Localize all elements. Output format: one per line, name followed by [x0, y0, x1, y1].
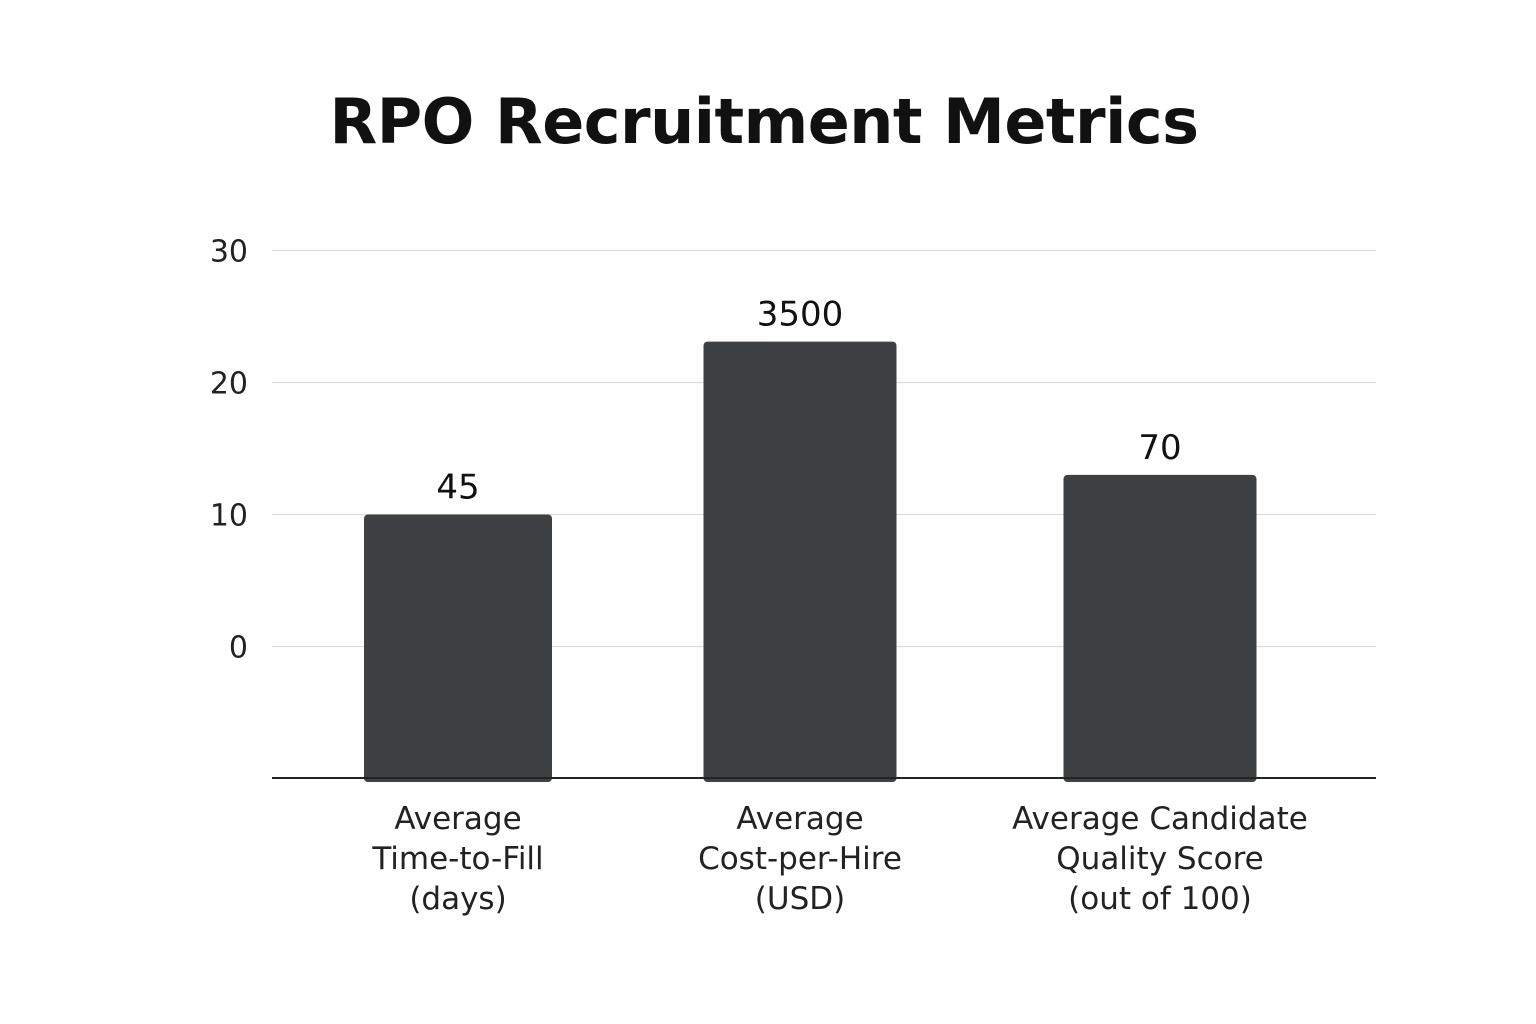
- data-label: 70: [1138, 428, 1181, 468]
- bars: [364, 341, 1257, 782]
- data-labels: 45 3500 70: [436, 295, 1181, 508]
- x-tick-label: Average Candidate Quality Score (out of 10…: [980, 799, 1340, 919]
- x-tick-label-line: Average: [736, 801, 864, 837]
- x-tick-label: Average Cost-per-Hire (USD): [620, 799, 980, 919]
- y-axis-ticks: 0 10 20 30: [210, 235, 248, 666]
- y-tick-label: 0: [229, 631, 248, 666]
- chart-title: RPO Recruitment Metrics: [329, 85, 1199, 158]
- bar: [703, 341, 897, 782]
- x-tick-label-line: (USD): [754, 881, 846, 917]
- bar: [364, 514, 552, 782]
- x-tick-label-line: Cost-per-Hire: [698, 841, 902, 877]
- data-label: 45: [436, 468, 479, 508]
- x-tick-label: Average Time-to-Fill (days): [278, 799, 638, 919]
- y-tick-label: 20: [210, 367, 248, 402]
- x-tick-label-line: Average Candidate: [1012, 801, 1308, 837]
- data-label: 3500: [757, 295, 844, 335]
- x-tick-label-line: (days): [409, 881, 507, 917]
- bar: [1063, 474, 1257, 782]
- x-tick-label-line: Quality Score: [1056, 841, 1264, 877]
- x-tick-label-line: (out of 100): [1068, 881, 1252, 917]
- x-tick-label-line: Average: [394, 801, 522, 837]
- y-tick-label: 30: [210, 235, 248, 270]
- y-tick-label: 10: [210, 499, 248, 534]
- x-tick-label-line: Time-to-Fill: [372, 841, 544, 877]
